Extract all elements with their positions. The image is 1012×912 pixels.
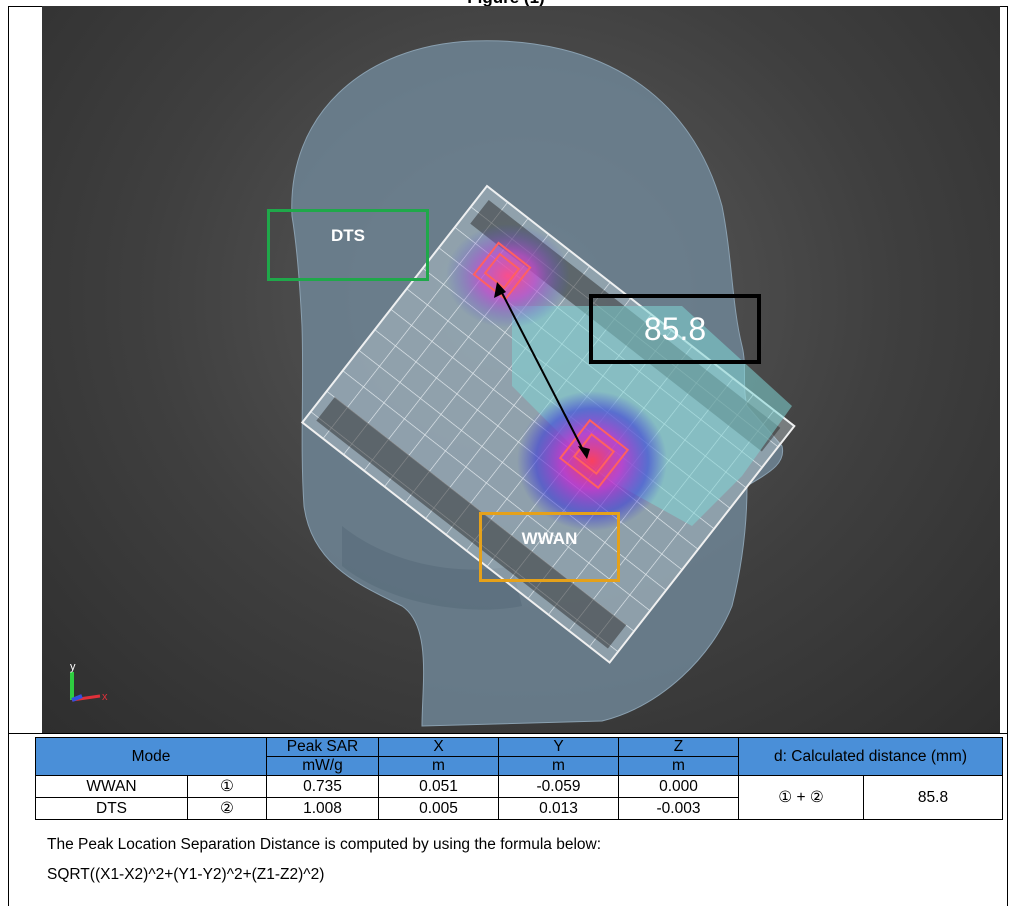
row-x: 0.051 — [378, 775, 499, 798]
row-y: -0.059 — [498, 775, 619, 798]
sar-results-table: Mode Peak SAR X Y Z d: Calculated distan… — [35, 737, 1003, 820]
axis-y-label: y — [70, 661, 76, 673]
header-z: Z — [618, 737, 739, 757]
wwan-hotspot — [517, 391, 667, 531]
row-mode: DTS — [35, 797, 188, 820]
unit-z: m — [618, 756, 739, 776]
sar-3d-viewport: y x DTS WWAN 85.8 — [42, 6, 1000, 734]
unit-x: m — [378, 756, 499, 776]
dts-label-box: DTS — [267, 209, 429, 281]
axis-x-label: x — [102, 691, 108, 703]
section-divider — [8, 733, 1008, 734]
figure-title: Figure (1) — [0, 0, 1012, 8]
row-peak-sar: 1.008 — [266, 797, 379, 820]
unit-y: m — [498, 756, 619, 776]
header-mode: Mode — [35, 737, 267, 776]
row-x: 0.005 — [378, 797, 499, 820]
combo-cell: ① + ② — [738, 775, 864, 820]
formula: SQRT((X1-X2)^2+(Y1-Y2)^2+(Z1-Z2)^2) — [47, 866, 325, 883]
formula-note: The Peak Location Separation Distance is… — [47, 836, 602, 853]
table-row: DTS ② 1.008 0.005 0.013 -0.003 — [35, 797, 1003, 820]
row-mode: WWAN — [35, 775, 188, 798]
wwan-label-box: WWAN — [479, 512, 620, 582]
table-row: WWAN ① 0.735 0.051 -0.059 0.000 ① + ② 85… — [35, 775, 1003, 820]
unit-peak-sar: mW/g — [266, 756, 379, 776]
head-phantom-render: y x — [70, 40, 796, 727]
wwan-label: WWAN — [521, 529, 578, 548]
distance-value-cell: 85.8 — [863, 775, 1003, 820]
row-marker: ① — [187, 775, 267, 798]
header-distance: d: Calculated distance (mm) — [738, 737, 1003, 776]
jaw-shade — [342, 526, 522, 610]
row-z: 0.000 — [618, 775, 739, 798]
distance-label-box: 85.8 — [589, 294, 761, 364]
distance-label: 85.8 — [643, 310, 707, 347]
dts-label: DTS — [331, 226, 365, 245]
row-marker: ② — [187, 797, 267, 820]
dts-hotspot — [446, 224, 570, 328]
row-z: -0.003 — [618, 797, 739, 820]
separation-arrow — [499, 288, 585, 453]
header-x: X — [378, 737, 499, 757]
table-header-row: Mode Peak SAR X Y Z d: Calculated distan… — [35, 737, 1003, 776]
row-y: 0.013 — [498, 797, 619, 820]
header-peak-sar: Peak SAR — [266, 737, 379, 757]
header-y: Y — [498, 737, 619, 757]
row-peak-sar: 0.735 — [266, 775, 379, 798]
axis-triad: y x — [70, 661, 108, 703]
